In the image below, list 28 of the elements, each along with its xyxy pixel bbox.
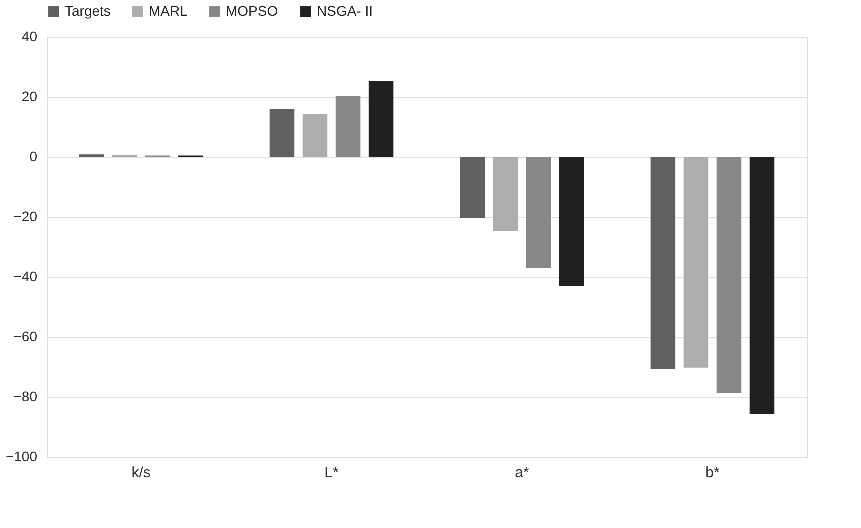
legend-label: MOPSO xyxy=(226,3,278,19)
bar xyxy=(684,157,709,368)
y-tick-label: −100 xyxy=(6,448,38,464)
bar xyxy=(302,114,328,157)
bar xyxy=(750,157,775,414)
legend-label: MARL xyxy=(149,3,188,19)
y-tick-label: 0 xyxy=(30,148,38,164)
bar xyxy=(460,157,486,218)
y-tick-label: 40 xyxy=(22,28,38,44)
bar xyxy=(368,81,394,157)
bar xyxy=(336,96,361,157)
y-tick-label: −80 xyxy=(14,388,38,404)
bar xyxy=(650,157,676,370)
x-tick-label: k/s xyxy=(132,464,151,482)
bar xyxy=(493,157,518,232)
bar xyxy=(526,157,552,268)
y-tick-label: −40 xyxy=(14,268,38,284)
bar xyxy=(716,157,742,394)
bar xyxy=(559,157,584,286)
x-tick-label: b* xyxy=(706,464,720,482)
x-tick-label: L* xyxy=(324,464,340,482)
bar xyxy=(270,109,295,157)
legend-label: NSGA- II xyxy=(317,3,374,19)
legend-label: Targets xyxy=(65,3,111,19)
y-tick-label: 20 xyxy=(22,88,38,104)
x-tick-label: a* xyxy=(515,464,530,482)
y-tick-label: −20 xyxy=(14,208,38,224)
y-tick-label: −60 xyxy=(14,328,38,344)
